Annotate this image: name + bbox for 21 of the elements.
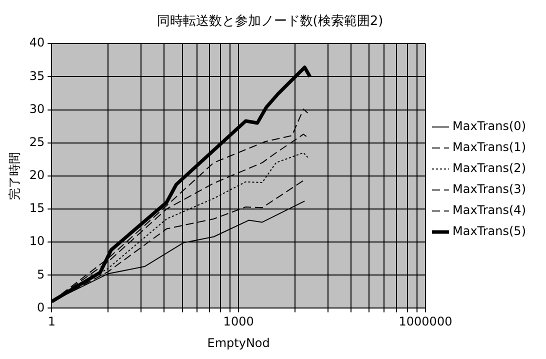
x-tick-label: 1000 [223,314,254,329]
x-tick-label: 1000000 [398,314,452,329]
legend-label: MaxTrans(1) [452,140,526,154]
y-tick-label: 40 [29,36,45,50]
y-tick-label: 30 [29,102,45,116]
y-tick-label: 0 [37,300,45,314]
legend-label: MaxTrans(2) [452,161,526,176]
legend-label: MaxTrans(3) [452,182,526,196]
legend-label: MaxTrans(0) [452,119,526,134]
x-axis-title: EmptyNod [207,336,270,350]
legend-label: MaxTrans(5) [452,224,526,238]
legend-label: MaxTrans(4) [452,203,526,218]
y-tick-label: 5 [37,267,45,282]
x-tick-label: 1 [48,314,56,329]
y-tick-label: 15 [29,201,45,216]
y-tick-label: 35 [29,68,45,83]
y-tick-label: 25 [29,134,45,149]
y-tick-label: 10 [29,234,45,248]
y-axis-title: 完了時間 [7,152,22,200]
chart-title: 同時転送数と参加ノード数(検索範囲2) [156,14,384,30]
y-tick-label: 20 [29,168,45,182]
